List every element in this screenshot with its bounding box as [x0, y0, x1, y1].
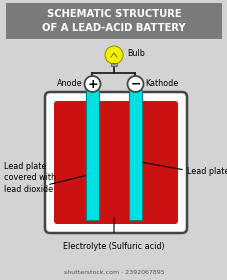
Text: Kathode: Kathode: [145, 80, 178, 88]
Text: shutterstock.com · 2392067895: shutterstock.com · 2392067895: [63, 269, 164, 274]
Circle shape: [127, 76, 143, 92]
Text: Lead plate
covered with
lead dioxide: Lead plate covered with lead dioxide: [4, 162, 56, 194]
Text: Anode: Anode: [57, 80, 82, 88]
Text: Lead plate: Lead plate: [186, 167, 227, 176]
Text: Bulb: Bulb: [126, 50, 144, 59]
FancyBboxPatch shape: [45, 92, 186, 233]
FancyBboxPatch shape: [6, 3, 221, 39]
Bar: [86, 90, 99, 220]
FancyBboxPatch shape: [54, 101, 177, 224]
Circle shape: [105, 46, 122, 64]
Text: SCHEMATIC STRUCTURE
OF A LEAD-ACID BATTERY: SCHEMATIC STRUCTURE OF A LEAD-ACID BATTE…: [42, 9, 185, 33]
Text: +: +: [87, 78, 97, 91]
Bar: [128, 90, 141, 220]
Text: −: −: [130, 78, 140, 91]
Text: Electrolyte (Sulfuric acid): Electrolyte (Sulfuric acid): [63, 242, 164, 251]
Circle shape: [84, 76, 100, 92]
Bar: [111, 63, 116, 66]
